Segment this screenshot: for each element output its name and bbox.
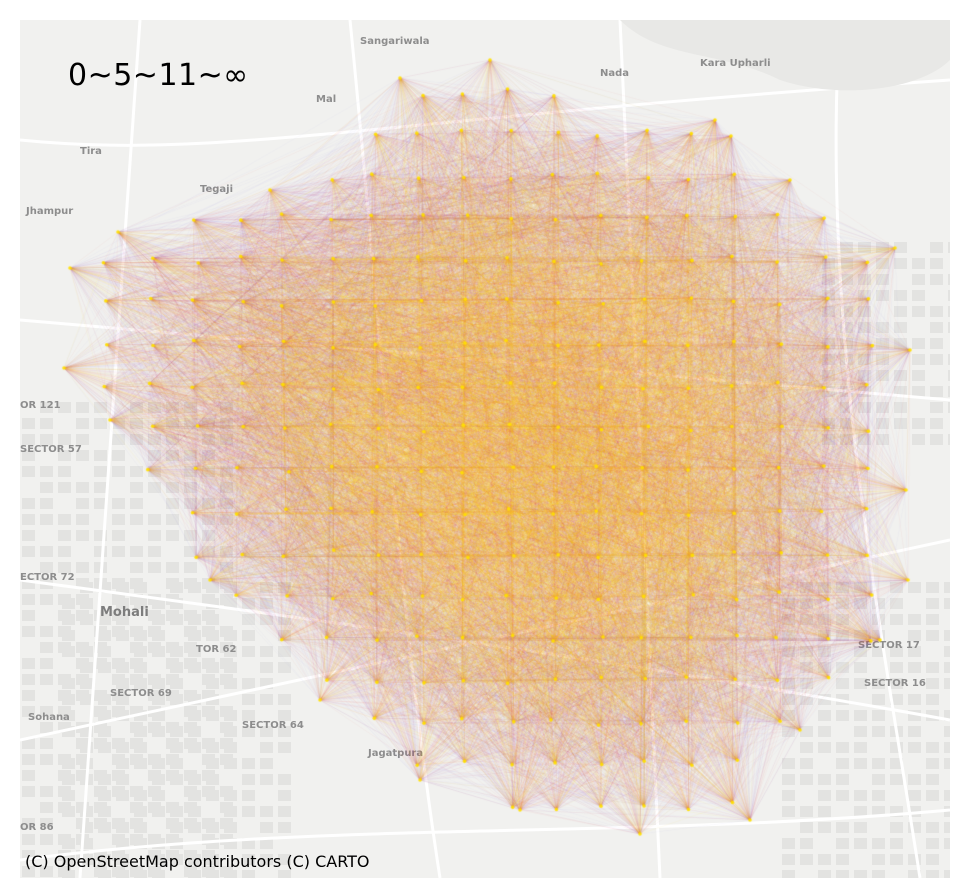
legend-label: 0~5~11~∞ [68, 58, 249, 93]
map-attribution: (C) OpenStreetMap contributors (C) CARTO [25, 852, 370, 871]
od-network-layer [20, 20, 950, 878]
map-frame[interactable]: SangariwalaNadaKara UpharliMalTiraTegaji… [20, 20, 950, 878]
